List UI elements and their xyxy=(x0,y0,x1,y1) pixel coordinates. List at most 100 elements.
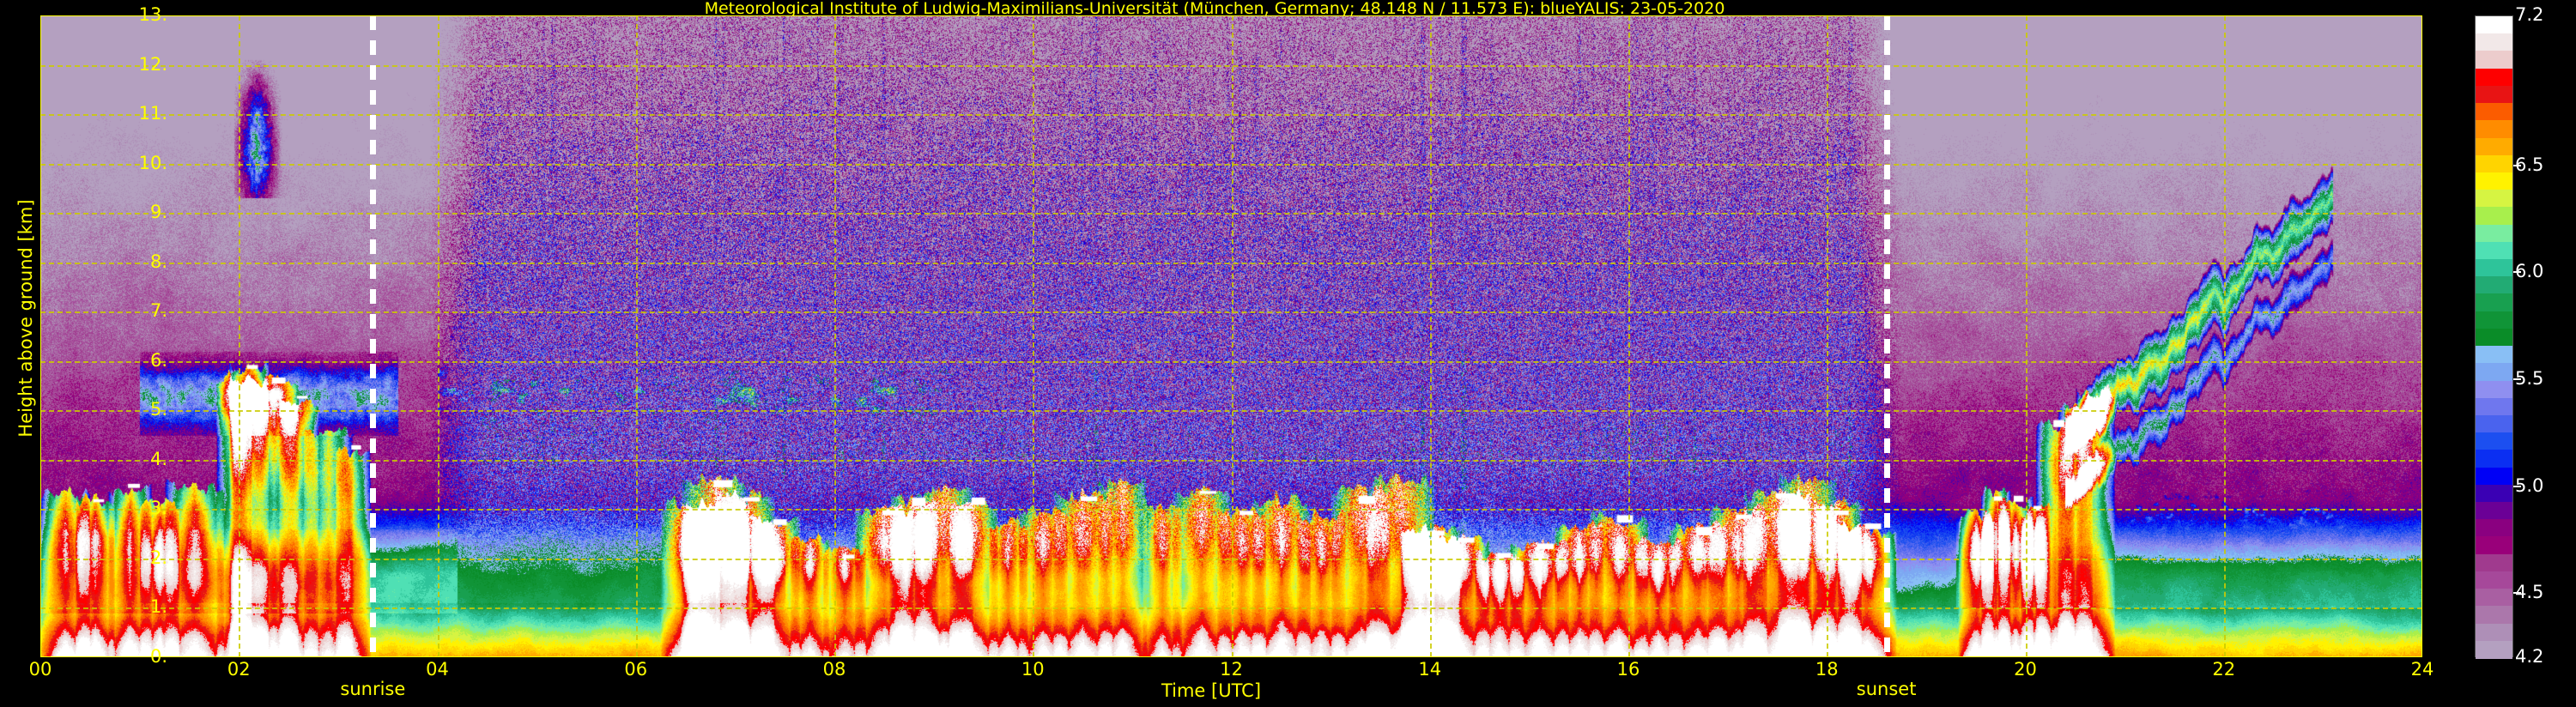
y-tick-label: 7. xyxy=(149,300,167,322)
colorbar-tick-label: 6.0 xyxy=(2515,261,2544,282)
y-tick-label: 8. xyxy=(149,251,167,272)
colorbar-segment xyxy=(2476,311,2512,329)
grid-line-vertical xyxy=(239,15,241,657)
sunset-label: sunset xyxy=(1856,679,1917,699)
page-title: Meteorological Institute of Ludwig-Maxim… xyxy=(704,0,1725,18)
grid-line-vertical xyxy=(2223,15,2226,657)
colorbar-segment xyxy=(2476,502,2512,521)
colorbar-tick-label: 4.5 xyxy=(2515,582,2544,603)
colorbar-segment xyxy=(2476,346,2512,365)
sunset-marker xyxy=(1883,15,1890,657)
y-tick-label: 5. xyxy=(149,399,167,420)
colorbar-segment xyxy=(2476,571,2512,590)
grid-line-vertical xyxy=(1033,15,1035,657)
colorbar-segment xyxy=(2476,103,2512,122)
colorbar-segment xyxy=(2476,380,2512,399)
plot-area[interactable] xyxy=(40,15,2422,657)
colorbar-segment xyxy=(2476,276,2512,295)
y-tick-label: 4. xyxy=(149,448,167,469)
colorbar-segment xyxy=(2476,606,2512,625)
colorbar-segment xyxy=(2476,553,2512,572)
sunrise-label: sunrise xyxy=(340,679,406,699)
y-axis-label: Height above ground [km] xyxy=(15,199,36,438)
y-tick-label: 9. xyxy=(149,202,167,223)
colorbar-tick-label: 5.0 xyxy=(2515,474,2544,496)
colorbar-segment xyxy=(2476,450,2512,468)
x-tick-label: 06 xyxy=(624,659,648,680)
grid-line-vertical xyxy=(437,15,439,657)
colorbar-segment xyxy=(2476,536,2512,555)
y-tick-label: 3. xyxy=(149,498,167,519)
grid-line-horizontal xyxy=(40,558,2422,560)
colorbar-segment xyxy=(2476,519,2512,538)
colorbar-tick-mark xyxy=(2513,271,2521,274)
colorbar-tick-mark xyxy=(2513,164,2521,166)
colorbar-segment xyxy=(2476,51,2512,69)
grid-line-horizontal xyxy=(40,459,2422,462)
colorbar-tick-mark xyxy=(2513,485,2521,487)
colorbar-segment xyxy=(2476,137,2512,156)
colorbar-segment xyxy=(2476,589,2512,607)
colorbar-tick-mark xyxy=(2513,378,2521,380)
grid-line-horizontal xyxy=(40,163,2422,166)
y-tick-label: 6. xyxy=(149,349,167,371)
colorbar-segment xyxy=(2476,207,2512,226)
colorbar[interactable] xyxy=(2475,15,2513,659)
colorbar-segment xyxy=(2476,640,2512,659)
colorbar-tick-label: 7.2 xyxy=(2515,4,2544,25)
y-tick-label: 2. xyxy=(149,547,167,568)
colorbar-segment xyxy=(2476,16,2512,35)
grid-line-vertical xyxy=(1628,15,1630,657)
colorbar-segment xyxy=(2476,484,2512,504)
colorbar-segment xyxy=(2476,623,2512,642)
colorbar-tick-label: 6.5 xyxy=(2515,154,2544,175)
colorbar-segment xyxy=(2476,172,2512,191)
x-tick-label: 24 xyxy=(2410,659,2434,680)
grid-line-vertical xyxy=(834,15,836,657)
colorbar-tick-label: 4.2 xyxy=(2515,646,2544,667)
grid-line-horizontal xyxy=(40,213,2422,215)
grid-line-horizontal xyxy=(40,311,2422,314)
colorbar-segment xyxy=(2476,293,2512,312)
grid-line-horizontal xyxy=(40,114,2422,117)
colorbar-tick-mark xyxy=(2513,592,2521,595)
colorbar-segment xyxy=(2476,397,2512,416)
colorbar-tick-label: 5.5 xyxy=(2515,367,2544,389)
y-tick-label: 0. xyxy=(149,646,167,667)
colorbar-segment xyxy=(2476,241,2512,260)
x-tick-label: 04 xyxy=(426,659,449,680)
grid-line-vertical xyxy=(2025,15,2027,657)
colorbar-segment xyxy=(2476,328,2512,347)
grid-line-horizontal xyxy=(40,607,2422,610)
colorbar-segment xyxy=(2476,120,2512,139)
colorbar-segment xyxy=(2476,467,2512,486)
colorbar-segment xyxy=(2476,33,2512,52)
grid-line-horizontal xyxy=(40,509,2422,511)
x-axis-label: Time [UTC] xyxy=(1161,680,1262,701)
y-tick-label: 12. xyxy=(138,53,167,75)
sunrise-marker xyxy=(370,15,377,657)
x-tick-label: 16 xyxy=(1616,659,1640,680)
y-tick-label: 13. xyxy=(138,4,167,25)
grid-line-vertical xyxy=(635,15,638,657)
grid-line-vertical xyxy=(1827,15,1829,657)
x-tick-label: 12 xyxy=(1220,659,1243,680)
colorbar-segment xyxy=(2476,224,2512,243)
colorbar-segment xyxy=(2476,68,2512,87)
colorbar-segment xyxy=(2476,432,2512,451)
x-tick-label: 14 xyxy=(1418,659,1442,680)
grid-line-horizontal xyxy=(40,410,2422,413)
grid-line-horizontal xyxy=(40,64,2422,67)
x-tick-label: 08 xyxy=(822,659,846,680)
y-tick-label: 1. xyxy=(149,596,167,618)
colorbar-segment xyxy=(2476,190,2512,208)
colorbar-segment xyxy=(2476,85,2512,105)
colorbar-segment xyxy=(2476,363,2512,382)
x-tick-label: 18 xyxy=(1815,659,1839,680)
y-tick-label: 11. xyxy=(138,103,167,124)
colorbar-segment xyxy=(2476,259,2512,278)
x-tick-label: 00 xyxy=(28,659,52,680)
colorbar-segment xyxy=(2476,414,2512,434)
x-tick-label: 02 xyxy=(227,659,251,680)
